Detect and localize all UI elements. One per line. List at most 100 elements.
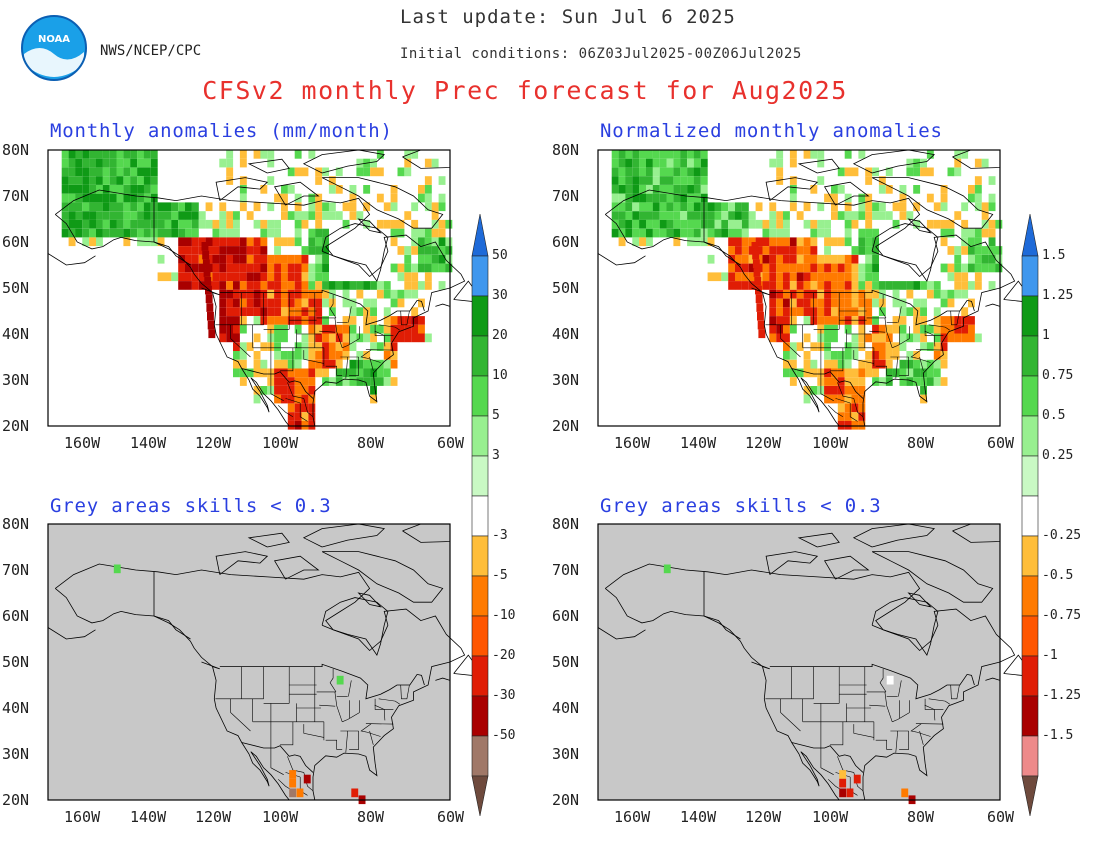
lon-tick-label: 60W — [987, 434, 1015, 452]
anomaly-cell — [109, 228, 117, 238]
anomaly-cell — [226, 211, 234, 220]
anomaly-cell — [308, 289, 316, 299]
anomaly-cell — [68, 176, 76, 185]
anomaly-cell — [397, 324, 405, 334]
initial-conditions: Initial conditions: 06Z03Jul2025-00Z06Ju… — [400, 46, 802, 62]
anomaly-cell — [769, 298, 777, 308]
anomaly-cell — [831, 254, 838, 264]
anomaly-cell — [322, 246, 329, 255]
anomaly-cell — [611, 193, 619, 203]
anomaly-cell — [274, 193, 281, 203]
anomaly-cell — [226, 237, 234, 247]
anomaly-cell — [646, 219, 653, 229]
anomaly-cell — [370, 333, 377, 343]
anomaly-cell — [872, 324, 879, 334]
anomaly-cell — [404, 211, 412, 220]
last-update: Last update: Sun Jul 6 2025 — [400, 6, 736, 28]
anomaly-cell — [404, 246, 412, 255]
anomaly-cell — [940, 219, 948, 229]
anomaly-cell — [769, 316, 777, 325]
anomaly-cell — [301, 289, 309, 299]
anomaly-cell — [920, 377, 927, 386]
anomaly-cell — [755, 246, 763, 255]
skilled-cell — [663, 564, 671, 574]
anomaly-cell — [803, 219, 811, 229]
anomaly-cell — [940, 342, 948, 351]
anomaly-cell — [226, 263, 234, 273]
anomaly-cell — [741, 246, 749, 255]
anomaly-cell — [728, 246, 736, 255]
lat-tick-label: 40N — [2, 699, 30, 717]
anomaly-cell — [335, 211, 343, 220]
anomaly-cell — [639, 176, 646, 185]
anomaly-cell — [370, 298, 377, 308]
anomaly-cell — [783, 351, 790, 360]
anomaly-cell — [940, 333, 948, 343]
anomaly-cell — [308, 412, 316, 421]
anomaly-cell — [926, 150, 934, 159]
colorbar-label: -1.5 — [1042, 728, 1074, 743]
anomaly-cell — [424, 185, 432, 194]
anomaly-cell — [639, 228, 646, 238]
anomaly-cell — [185, 237, 192, 247]
anomaly-cell — [940, 289, 948, 299]
anomaly-cell — [281, 185, 288, 194]
anomaly-cell — [735, 219, 742, 229]
anomaly-cell — [206, 303, 214, 312]
anomaly-cell — [349, 298, 357, 308]
anomaly-cell — [885, 167, 893, 177]
anomaly-cell — [411, 324, 419, 334]
anomaly-cell — [899, 377, 907, 386]
anomaly-cell — [267, 150, 275, 159]
anomaly-cell — [776, 298, 784, 308]
anomaly-cell — [748, 211, 756, 220]
colorbar-segment — [471, 335, 489, 377]
anomaly-cell — [383, 359, 391, 369]
anomaly-cell — [920, 298, 927, 308]
anomaly-cell — [383, 219, 391, 229]
anomaly-cell — [164, 228, 172, 238]
anomaly-cell — [157, 254, 165, 264]
anomaly-cell — [116, 176, 124, 185]
anomaly-cell — [783, 298, 790, 308]
anomaly-cell — [789, 377, 797, 386]
lat-tick-label: 80N — [2, 515, 30, 533]
anomaly-cell — [625, 202, 633, 212]
anomaly-cell — [137, 150, 144, 159]
anomaly-cell — [995, 263, 1003, 273]
anomaly-cell — [810, 219, 818, 229]
anomaly-cell — [906, 368, 914, 378]
anomaly-cell — [810, 237, 818, 247]
anomaly-cell — [274, 386, 281, 395]
anomaly-cell — [301, 272, 309, 282]
anomaly-cell — [219, 281, 227, 290]
anomaly-cell — [837, 307, 845, 316]
anomaly-cell — [281, 281, 288, 290]
anomaly-cell — [639, 219, 646, 229]
anomaly-cell — [96, 219, 103, 229]
anomaly-cell — [322, 333, 329, 343]
anomaly-cell — [301, 377, 309, 386]
anomaly-cell — [123, 150, 131, 159]
anomaly-cell — [769, 211, 777, 220]
anomaly-cell — [219, 158, 227, 168]
anomaly-cell — [356, 211, 364, 220]
anomaly-cell — [981, 228, 989, 238]
anomaly-cell — [246, 272, 254, 282]
skilled-cell — [303, 774, 311, 784]
anomaly-cell — [390, 202, 398, 212]
anomaly-cell — [102, 158, 110, 168]
anomaly-cell — [947, 289, 955, 299]
colorbar-label: 1.25 — [1042, 288, 1074, 303]
anomaly-cell — [831, 359, 838, 369]
anomaly-cell — [844, 254, 852, 264]
anomaly-cell — [226, 324, 234, 334]
anomaly-cell — [899, 316, 907, 325]
lon-tick-label: 160W — [614, 434, 651, 452]
anomaly-cell — [789, 185, 797, 194]
anomaly-cell — [322, 324, 329, 334]
colorbar-segment — [471, 695, 489, 737]
anomaly-cell — [892, 316, 900, 325]
anomaly-cell — [349, 324, 357, 334]
anomaly-cell — [995, 246, 1003, 255]
